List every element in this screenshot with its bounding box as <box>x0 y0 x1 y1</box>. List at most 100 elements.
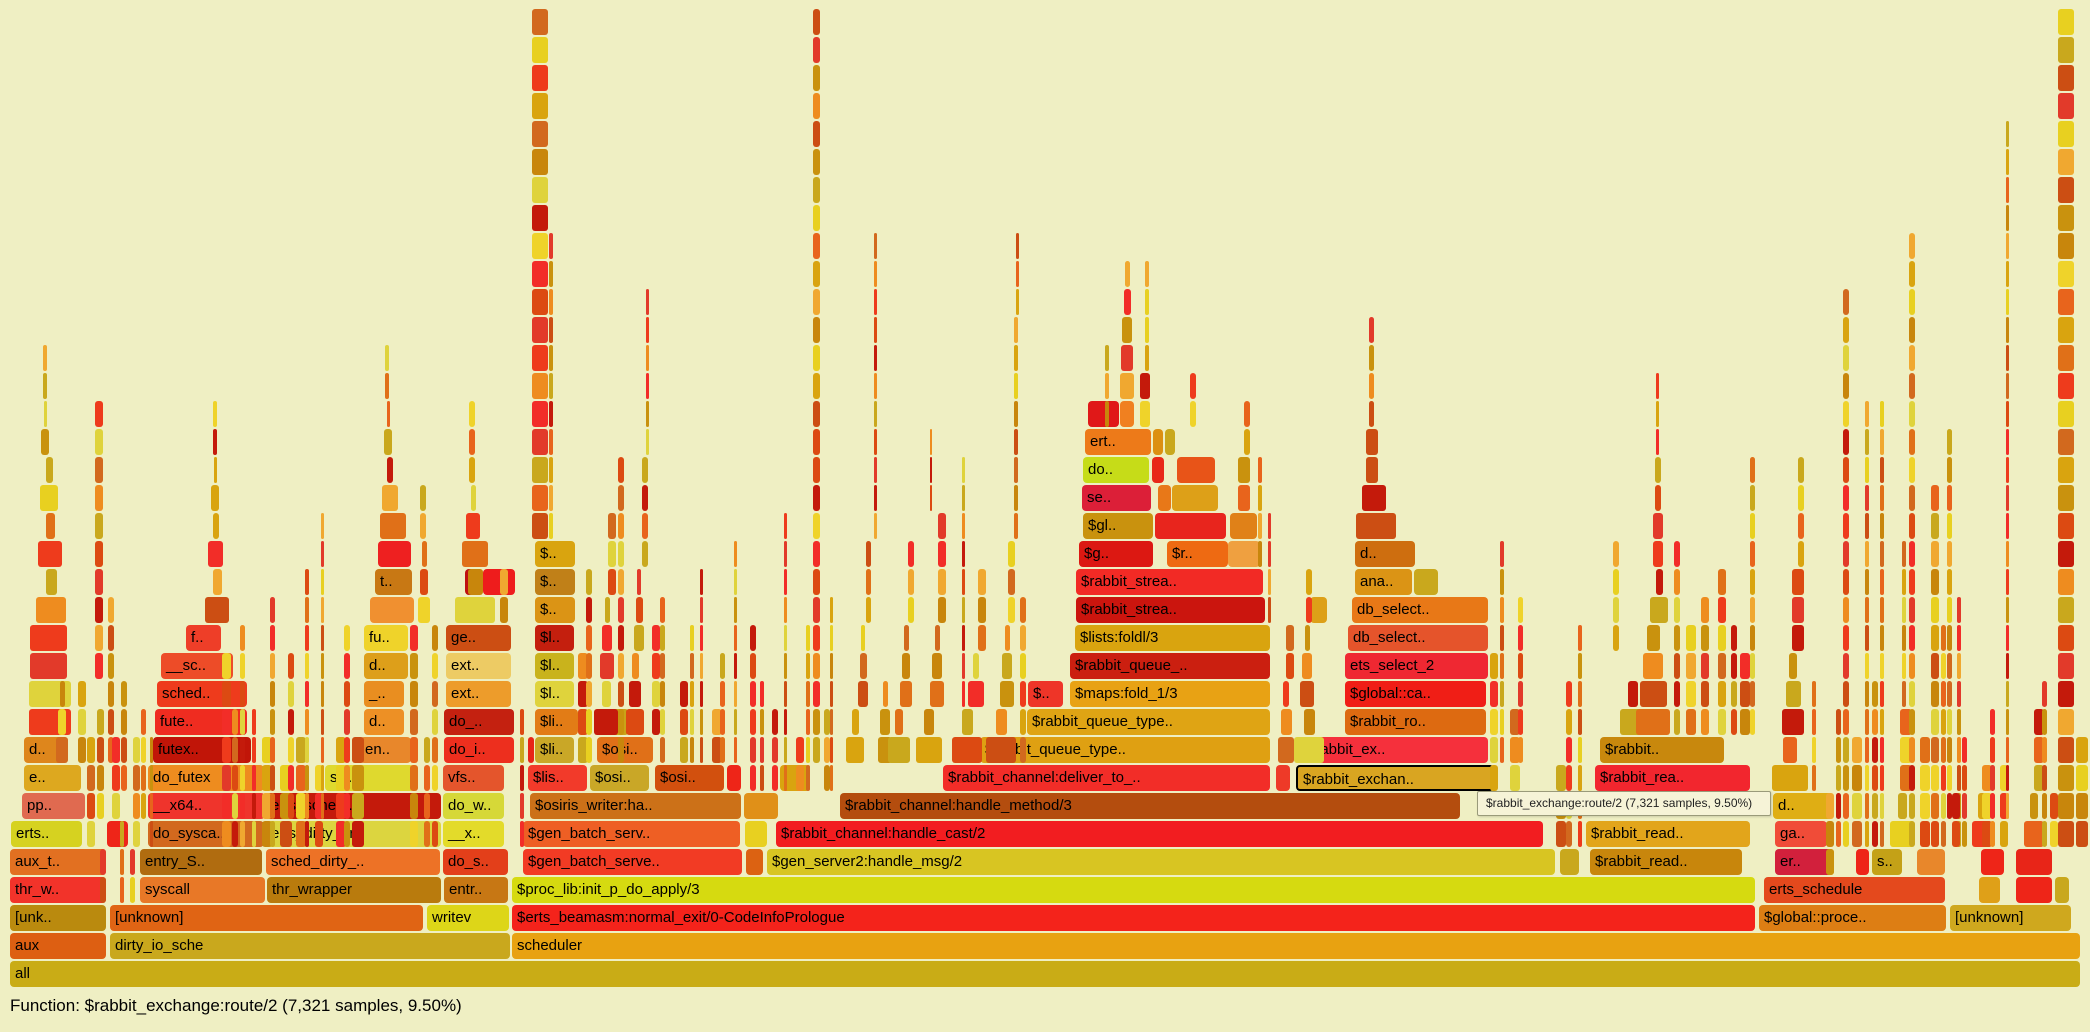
frame[interactable] <box>1812 681 1816 707</box>
frame[interactable] <box>1880 821 1884 847</box>
frame[interactable] <box>1941 821 1946 847</box>
frame[interactable] <box>1865 821 1869 847</box>
frame[interactable] <box>952 737 982 763</box>
frame[interactable] <box>432 765 438 791</box>
frame[interactable] <box>520 765 524 791</box>
frame[interactable] <box>133 821 140 847</box>
frame[interactable] <box>1740 681 1750 707</box>
frame[interactable] <box>1909 233 1915 259</box>
frame-frame[interactable] <box>483 569 515 595</box>
frame[interactable] <box>1792 625 1804 651</box>
frame[interactable] <box>1650 597 1668 623</box>
frame[interactable] <box>520 709 524 735</box>
frame[interactable] <box>1909 485 1915 511</box>
frame[interactable] <box>1002 653 1012 679</box>
frame[interactable] <box>410 793 418 819</box>
frame[interactable] <box>968 681 984 707</box>
frame[interactable] <box>700 681 703 707</box>
frame[interactable] <box>469 429 475 455</box>
frame[interactable] <box>1909 709 1915 735</box>
frame[interactable] <box>813 345 820 371</box>
frame[interactable] <box>252 737 256 763</box>
frame[interactable] <box>935 625 940 651</box>
frame-erts[interactable]: erts.. <box>11 821 82 847</box>
frame[interactable] <box>410 681 418 707</box>
frame[interactable] <box>1356 513 1396 539</box>
frame-unknown[interactable]: [unknown] <box>1950 905 2071 931</box>
frame[interactable] <box>813 37 820 63</box>
frame[interactable] <box>422 541 427 567</box>
frame[interactable] <box>2076 793 2088 819</box>
frame[interactable] <box>1798 513 1804 539</box>
frame[interactable] <box>213 513 219 539</box>
frame[interactable] <box>500 597 508 623</box>
frame[interactable] <box>1701 709 1709 735</box>
frame[interactable] <box>213 401 217 427</box>
frame[interactable] <box>1880 457 1884 483</box>
frame[interactable] <box>2034 709 2044 735</box>
frame[interactable] <box>2076 821 2088 847</box>
frame[interactable] <box>1014 401 1018 427</box>
frame[interactable] <box>1647 625 1660 651</box>
frame[interactable] <box>1941 625 1946 651</box>
frame[interactable] <box>296 821 306 847</box>
frame[interactable] <box>962 541 965 567</box>
frame[interactable] <box>1902 569 1906 595</box>
frame[interactable] <box>1941 681 1946 707</box>
frame[interactable] <box>1880 597 1884 623</box>
frame[interactable] <box>1490 653 1498 679</box>
frame[interactable] <box>1880 681 1884 707</box>
frame[interactable] <box>1268 569 1271 595</box>
frame[interactable] <box>532 121 548 147</box>
frame[interactable] <box>1750 485 1755 511</box>
frame[interactable] <box>813 401 820 427</box>
frame-frame[interactable] <box>1979 877 2000 903</box>
frame[interactable] <box>270 709 275 735</box>
frame[interactable] <box>618 541 624 567</box>
frame[interactable] <box>130 877 135 903</box>
frame[interactable] <box>352 821 364 847</box>
frame[interactable] <box>712 709 722 735</box>
frame[interactable] <box>2024 821 2044 847</box>
frame-l[interactable]: $l.. <box>535 681 574 707</box>
frame[interactable] <box>2006 373 2009 399</box>
frame[interactable] <box>420 485 426 511</box>
frame[interactable] <box>1655 457 1661 483</box>
frame-frame[interactable] <box>1177 457 1215 483</box>
frame[interactable] <box>2006 625 2009 651</box>
frame[interactable] <box>1674 569 1680 595</box>
frame[interactable] <box>2050 793 2058 819</box>
frame[interactable] <box>2058 541 2074 567</box>
frame[interactable] <box>796 765 804 791</box>
frame[interactable] <box>520 821 524 847</box>
frame[interactable] <box>1305 625 1310 651</box>
frame[interactable] <box>813 485 820 511</box>
frame[interactable] <box>813 737 820 763</box>
frame[interactable] <box>874 261 877 287</box>
frame[interactable] <box>46 569 57 595</box>
frame[interactable] <box>1843 681 1849 707</box>
frame[interactable] <box>660 625 665 651</box>
frame[interactable] <box>813 65 820 91</box>
frame[interactable] <box>1686 709 1696 735</box>
frame-e[interactable]: e.. <box>24 765 81 791</box>
frame-frame[interactable] <box>1230 513 1257 539</box>
frame[interactable] <box>532 205 548 231</box>
frame[interactable] <box>996 709 1007 735</box>
frame[interactable] <box>806 681 810 707</box>
frame[interactable] <box>321 653 324 679</box>
frame[interactable] <box>784 541 787 567</box>
frame-pp[interactable]: pp.. <box>22 793 85 819</box>
frame[interactable] <box>382 485 398 511</box>
frame[interactable] <box>288 793 294 819</box>
frame[interactable] <box>468 569 483 595</box>
frame[interactable] <box>1843 485 1849 511</box>
frame[interactable] <box>1636 709 1670 735</box>
frame[interactable] <box>532 457 548 483</box>
frame[interactable] <box>112 793 120 819</box>
frame[interactable] <box>108 597 114 623</box>
frame[interactable] <box>2006 233 2009 259</box>
frame-frame[interactable] <box>1856 849 1869 875</box>
frame[interactable] <box>305 569 309 595</box>
frame[interactable] <box>1836 821 1841 847</box>
